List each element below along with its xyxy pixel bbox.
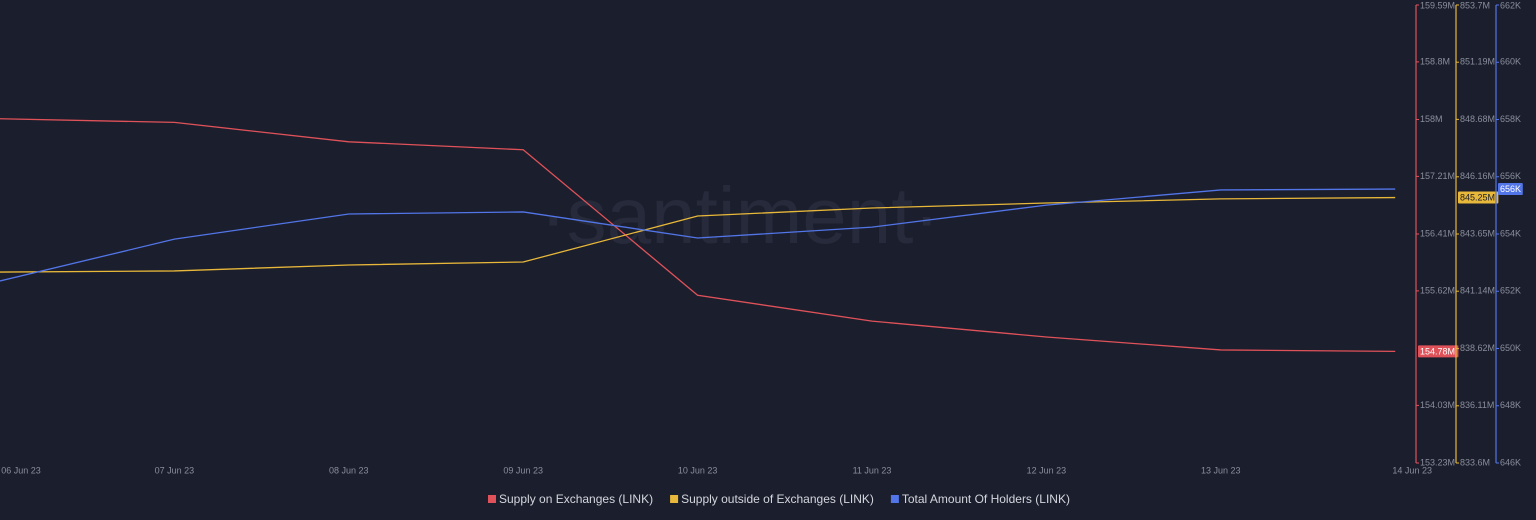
legend-swatch [488, 495, 496, 503]
legend: Supply on Exchanges (LINK) Supply outside… [488, 492, 1070, 506]
y-tick-label: 838.62M [1460, 343, 1495, 353]
x-tick-label: 10 Jun 23 [678, 465, 718, 475]
x-tick-label: 13 Jun 23 [1201, 465, 1241, 475]
value-label: 656K [1500, 184, 1521, 194]
value-label-box [1498, 183, 1523, 196]
y-tick-label: 156.41M [1420, 228, 1455, 238]
legend-label: Supply on Exchanges (LINK) [499, 492, 653, 506]
y-tick-label: 652K [1500, 286, 1521, 296]
y-tick-label: 841.14M [1460, 286, 1495, 296]
y-tick-label: 843.65M [1460, 228, 1495, 238]
y-tick-label: 154.03M [1420, 400, 1455, 410]
value-label-box [1458, 191, 1499, 204]
y-tick-label: 155.62M [1420, 285, 1455, 295]
y-tick-label: 656K [1500, 171, 1521, 181]
y-tick-label: 157.21M [1420, 171, 1455, 181]
legend-label: Supply outside of Exchanges (LINK) [681, 492, 874, 506]
y-tick-label: 650K [1500, 343, 1521, 353]
x-tick-label: 11 Jun 23 [853, 465, 892, 475]
watermark: ·santiment· [540, 171, 940, 260]
y-tick-label: 660K [1500, 57, 1521, 67]
series-line [0, 196, 1396, 273]
y-tick-label: 153.23M [1420, 457, 1455, 467]
y-tick-label: 851.19M [1460, 57, 1495, 67]
y-tick-label: 836.11M [1460, 400, 1494, 410]
value-label-box [1418, 345, 1459, 358]
x-tick-label: 12 Jun 23 [1027, 465, 1067, 475]
y-tick-label: 159.59M [1420, 0, 1455, 10]
series-line [0, 118, 1396, 353]
series-line [0, 188, 1396, 282]
y-tick-label: 158.8M [1420, 56, 1450, 66]
x-tick-label: 09 Jun 23 [503, 465, 543, 475]
y-tick-label: 158M [1420, 114, 1443, 124]
x-tick-label: 06 Jun 23 [1, 465, 41, 475]
y-tick-label: 648K [1500, 400, 1521, 410]
y-tick-label: 662K [1500, 0, 1521, 10]
y-tick-label: 654K [1500, 228, 1521, 238]
value-label: 845.25M [1460, 192, 1495, 202]
y-tick-label: 658K [1500, 114, 1521, 124]
x-tick-label: 08 Jun 23 [329, 465, 369, 475]
y-tick-label: 848.68M [1460, 114, 1495, 124]
legend-label: Total Amount Of Holders (LINK) [902, 492, 1070, 506]
x-tick-label: 07 Jun 23 [155, 465, 195, 475]
y-tick-label: 846.16M [1460, 171, 1495, 181]
x-tick-label: 14 Jun 23 [1392, 465, 1432, 475]
value-label: 154.78M [1420, 346, 1455, 356]
y-tick-label: 853.7M [1460, 0, 1490, 10]
legend-swatch [670, 495, 679, 503]
y-tick-label: 646K [1500, 457, 1521, 467]
legend-swatch [890, 495, 899, 503]
y-tick-label: 833.6M [1460, 457, 1490, 467]
